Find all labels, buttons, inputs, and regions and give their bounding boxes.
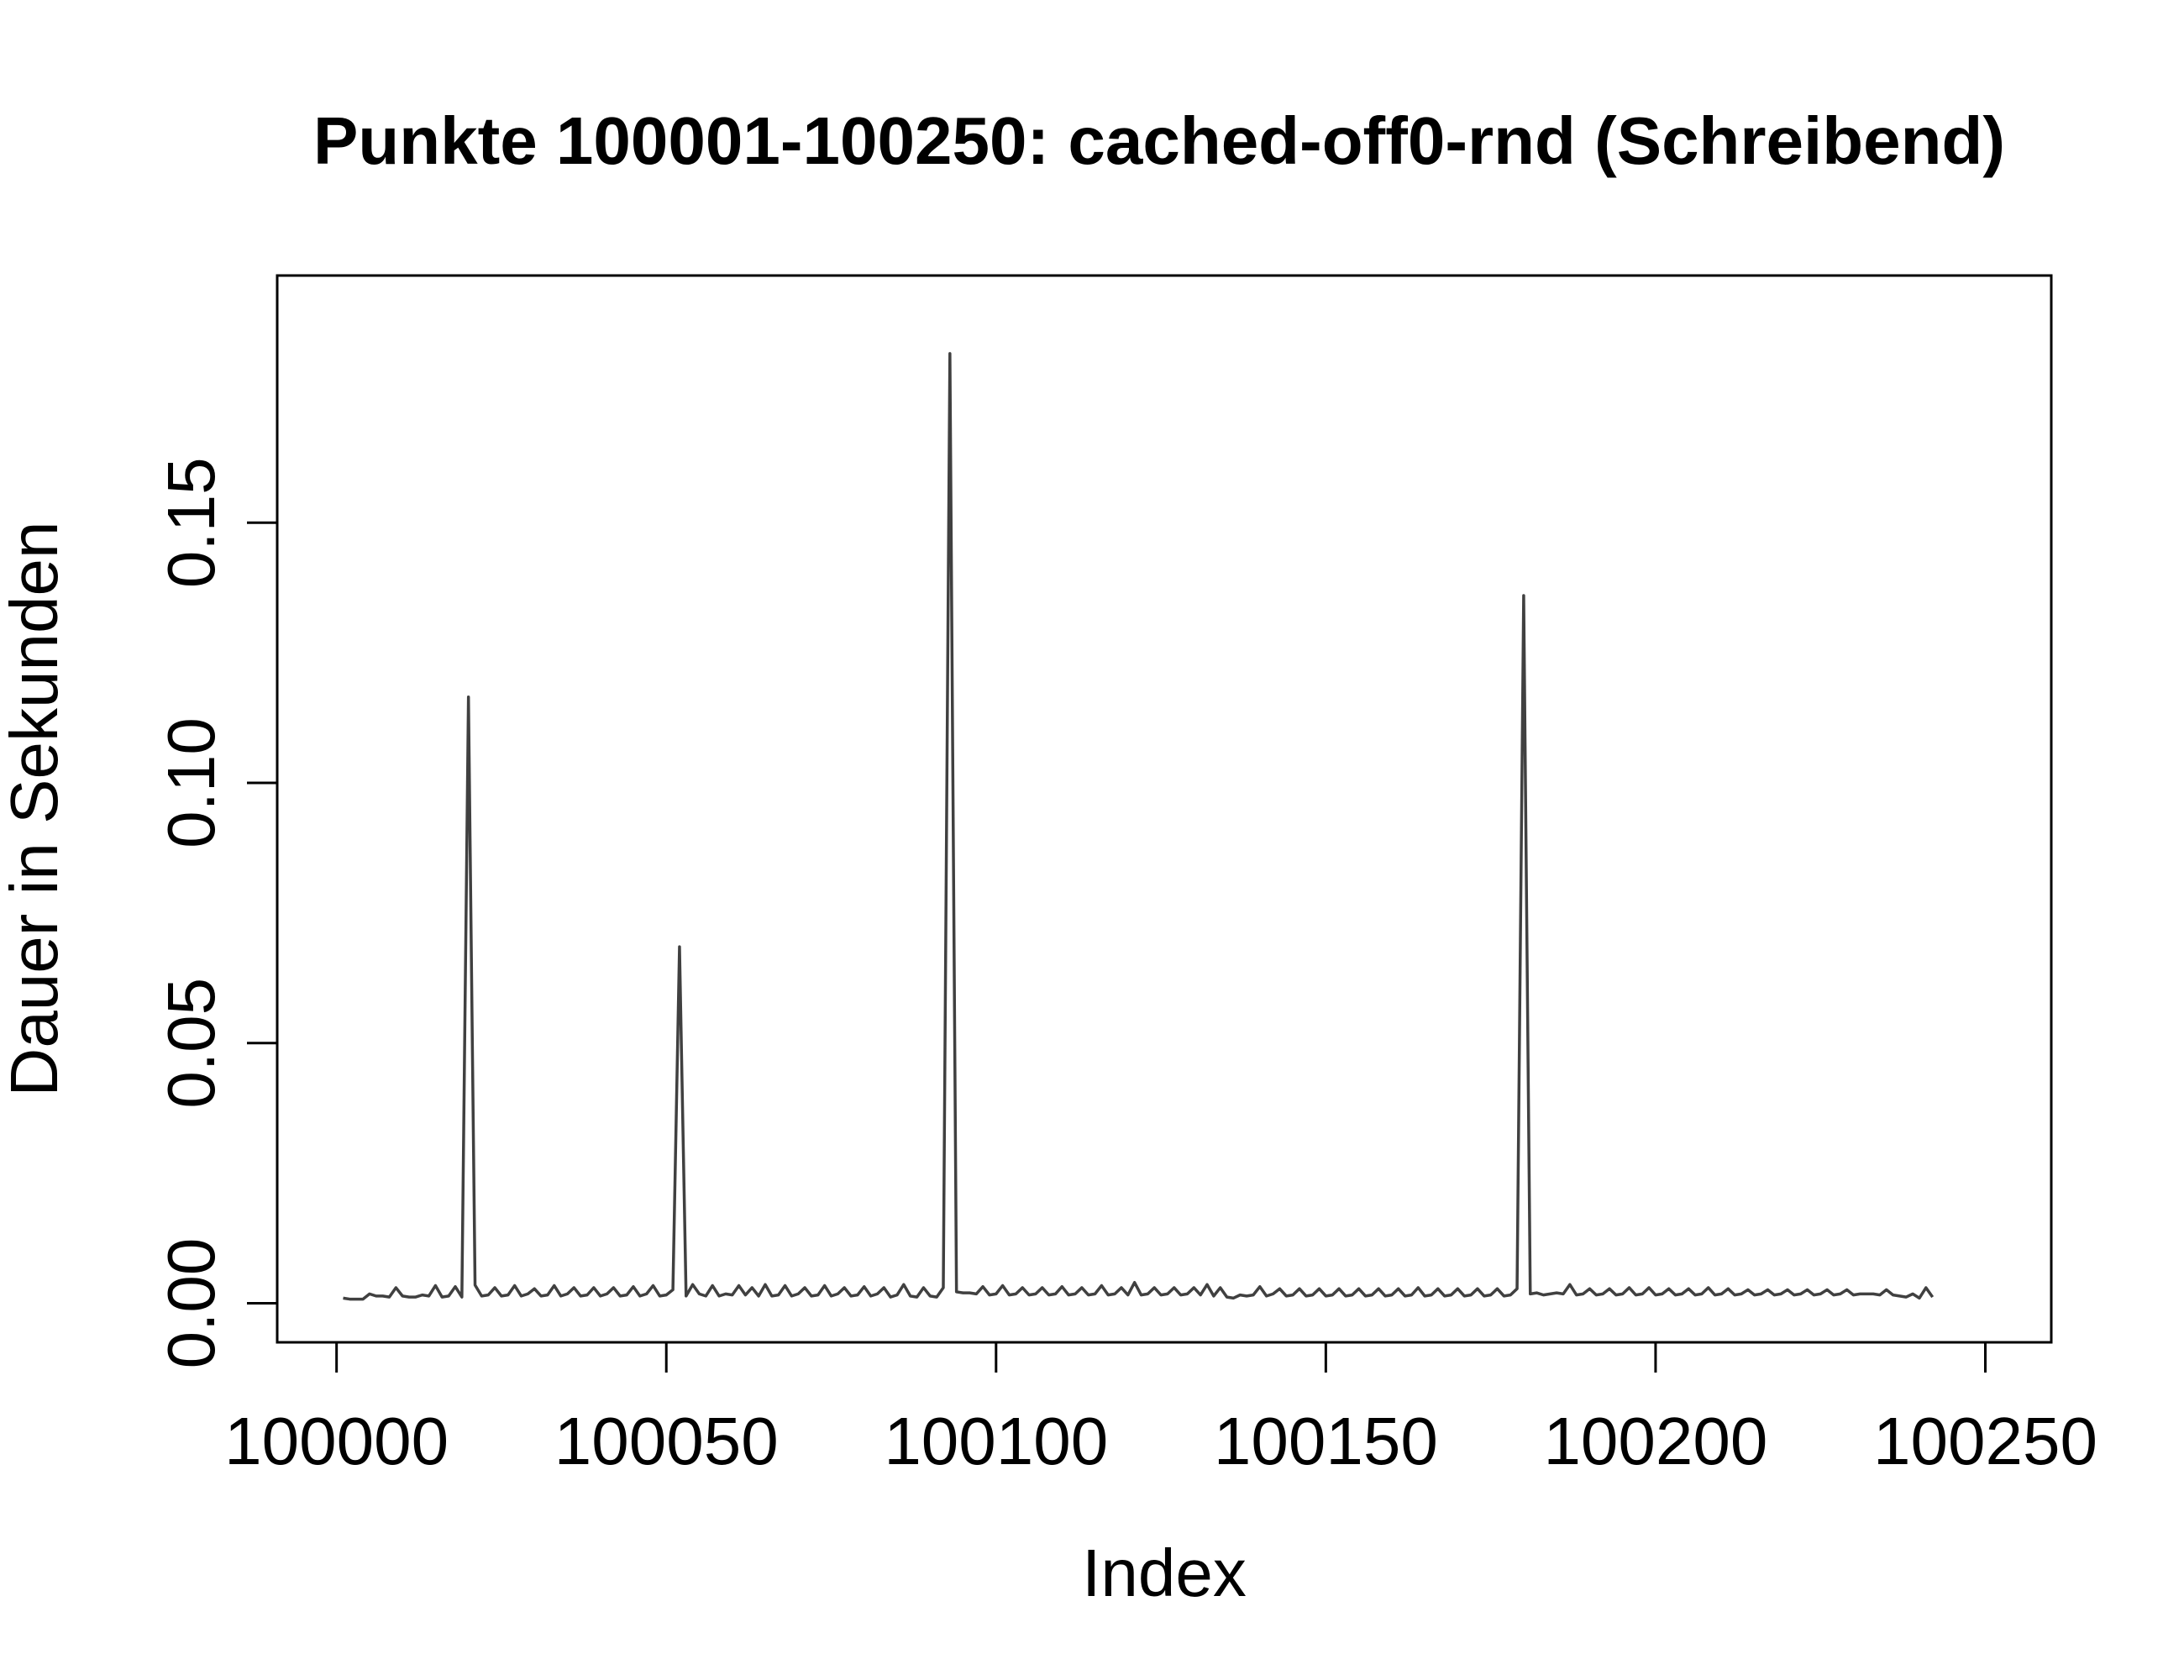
x-tick-label: 100050 <box>554 1404 779 1478</box>
x-axis: 100000 100050 100100 100150 100200 100250 <box>224 1341 2097 1478</box>
x-tick-label: 100000 <box>224 1404 449 1478</box>
y-axis-label: Dauer in Sekunden <box>0 522 71 1097</box>
x-tick-label: 100150 <box>1214 1404 1438 1478</box>
y-tick-label: 0.10 <box>154 717 228 848</box>
x-tick-label: 100250 <box>1873 1404 2097 1478</box>
plot-frame <box>276 274 2053 1344</box>
x-axis-label: Index <box>1082 1536 1247 1610</box>
series-line <box>343 352 1935 1301</box>
x-tick-label: 100200 <box>1543 1404 1767 1478</box>
y-tick-label: 0.00 <box>154 1238 228 1369</box>
chart-title: Punkte 100001-100250: cached-off0-rnd (S… <box>313 103 2005 178</box>
y-tick-label: 0.15 <box>154 457 228 588</box>
y-tick-label: 0.05 <box>154 978 228 1109</box>
x-tick-label: 100100 <box>884 1404 1108 1478</box>
y-axis: 0.00 0.05 0.10 0.15 <box>154 457 279 1369</box>
